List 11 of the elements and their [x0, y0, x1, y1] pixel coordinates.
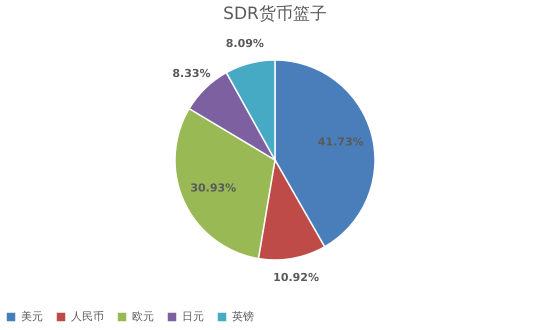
data-label: 8.09% [226, 36, 264, 50]
legend-label: 日元 [182, 310, 204, 323]
legend-label: 英镑 [232, 310, 254, 323]
legend-label: 美元 [21, 310, 43, 323]
legend-label: 欧元 [132, 310, 154, 323]
data-label: 30.93% [190, 182, 236, 195]
legend-label: 人民币 [71, 310, 104, 323]
chart-title: SDR货币篮子 [223, 4, 327, 24]
data-label: 8.33% [172, 66, 211, 80]
data-label: 41.73% [318, 136, 364, 149]
data-label: 10.92% [273, 271, 319, 284]
